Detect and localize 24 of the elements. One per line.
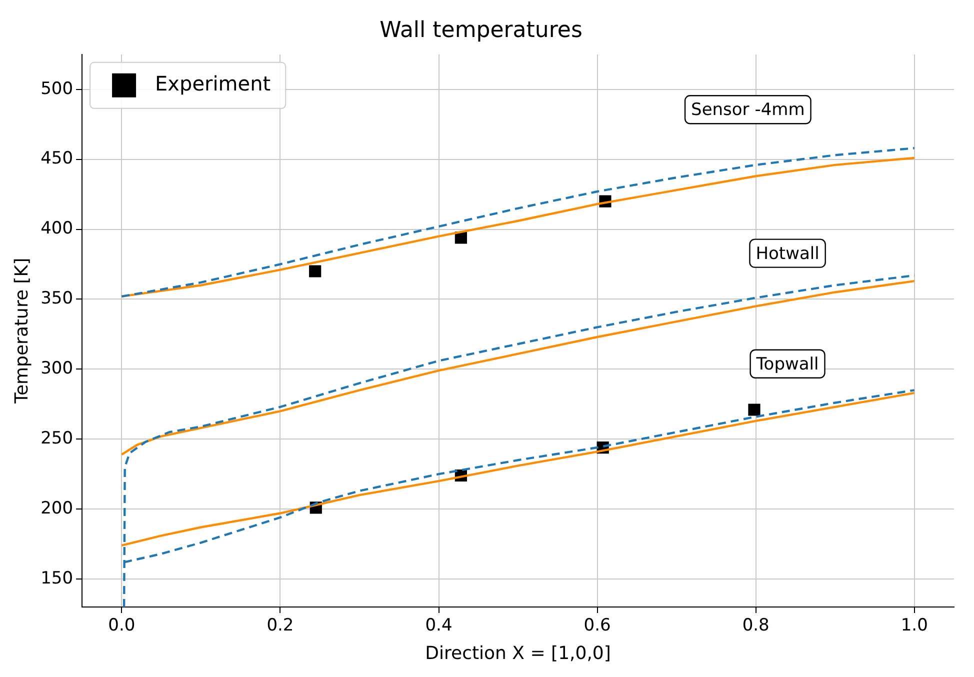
y-tick-label: 400 xyxy=(40,218,74,239)
x-tick-label: 1.0 xyxy=(900,616,928,636)
y-axis-title: Temperature [K] xyxy=(11,258,32,404)
annotation: Sensor -4mm xyxy=(691,100,805,120)
point xyxy=(748,404,760,416)
y-tick-label: 450 xyxy=(40,148,74,169)
x-tick-label: 0.8 xyxy=(742,616,770,636)
y-tick-label: 250 xyxy=(40,428,74,449)
y-tick-label: 200 xyxy=(40,498,74,518)
x-tick-label: 0.4 xyxy=(425,616,452,636)
legend-label: Experiment xyxy=(155,72,271,96)
x-tick-label: 0.2 xyxy=(266,616,294,636)
y-tick-label: 500 xyxy=(40,78,74,99)
chart-title: Wall temperatures xyxy=(380,18,582,43)
y-tick-label: 300 xyxy=(40,358,74,379)
x-tick-label: 0.6 xyxy=(584,616,611,636)
y-tick-label: 350 xyxy=(40,288,74,309)
x-axis-title: Direction X = [1,0,0] xyxy=(425,642,611,664)
line-series xyxy=(122,274,916,607)
annotation: Topwall xyxy=(755,354,819,374)
annotation: Hotwall xyxy=(756,244,820,264)
point xyxy=(309,265,322,278)
y-tick-label: 150 xyxy=(40,568,74,588)
x-tick-label: 0.0 xyxy=(108,616,136,636)
